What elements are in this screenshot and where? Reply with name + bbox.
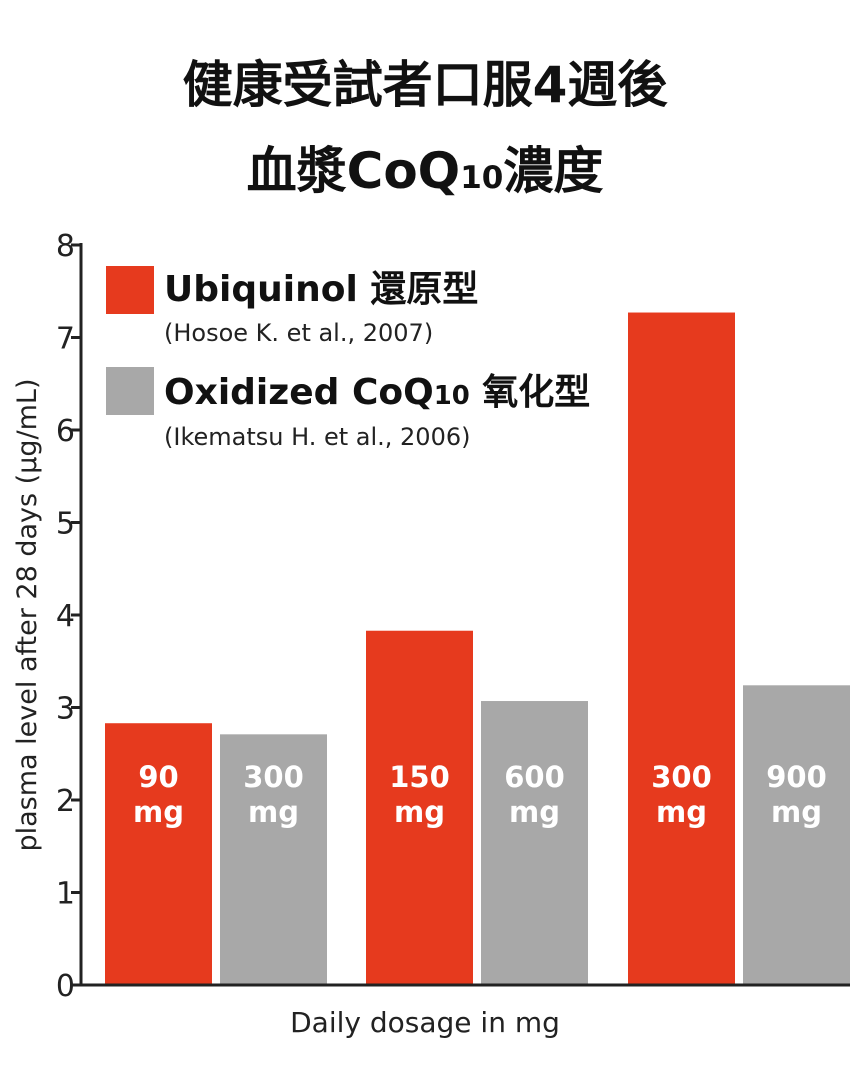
legend-name-oxidized: Oxidized CoQ10 氧化型	[164, 375, 590, 411]
y-tick-label: 6	[56, 414, 75, 449]
y-tick-label: 0	[56, 969, 75, 1004]
bar-unit-label: mg	[656, 795, 707, 829]
bar-oxidized-300	[220, 734, 327, 985]
bar-unit-label: mg	[394, 795, 445, 829]
legend-citation-ubiquinol: (Hosoe K. et al., 2007)	[164, 319, 434, 347]
legend-oxidized-main: Oxidized CoQ	[164, 372, 434, 413]
bar-dose-label: 600	[504, 760, 565, 794]
legend-oxidized-end: 氧化型	[469, 372, 591, 413]
y-tick-label: 8	[56, 229, 75, 264]
bar-dose-label: 300	[651, 760, 712, 794]
legend-citation-oxidized: (Ikematsu H. et al., 2006)	[164, 423, 471, 451]
y-tick-label: 2	[56, 784, 75, 819]
bar-oxidized-900	[743, 685, 850, 985]
bar-dose-label: 150	[389, 760, 450, 794]
legend-swatch-oxidized	[106, 367, 154, 415]
bar-unit-label: mg	[509, 795, 560, 829]
bar-oxidized-600	[481, 701, 588, 985]
y-tick-label: 3	[56, 692, 75, 727]
y-tick-label: 7	[56, 322, 75, 357]
x-axis-label: Daily dosage in mg	[290, 1006, 560, 1039]
y-tick-label: 4	[56, 599, 75, 634]
y-axis-ticks: 0 1 2 3 4 5 6 7 8	[56, 229, 81, 1004]
bar-unit-label: mg	[133, 795, 184, 829]
legend-name-ubiquinol: Ubiquinol 還原型	[164, 269, 479, 310]
bar-ubiquinol-90	[105, 723, 212, 985]
legend-oxidized-subscript: 10	[433, 381, 470, 411]
chart-title-line2: 血漿CoQ10濃度	[0, 146, 850, 196]
bar-dose-label: 900	[766, 760, 827, 794]
bar-ubiquinol-300	[628, 312, 735, 985]
legend-swatch-ubiquinol	[106, 266, 154, 314]
bar-unit-label: mg	[771, 795, 822, 829]
y-axis-label: plasma level after 28 days (μg/mL)	[12, 378, 43, 851]
y-tick-label: 5	[56, 507, 75, 542]
bar-unit-label: mg	[248, 795, 299, 829]
title-line2-end: 濃度	[503, 142, 604, 200]
bar-dose-label: 300	[243, 760, 304, 794]
bar-ubiquinol-150	[366, 630, 473, 985]
y-tick-label: 1	[56, 877, 75, 912]
title-line2-main: 血漿CoQ	[246, 142, 461, 200]
chart-title-line1: 健康受試者口服4週後	[182, 56, 668, 114]
bar-dose-label: 90	[138, 760, 178, 794]
title-line2-subscript: 10	[460, 160, 504, 196]
